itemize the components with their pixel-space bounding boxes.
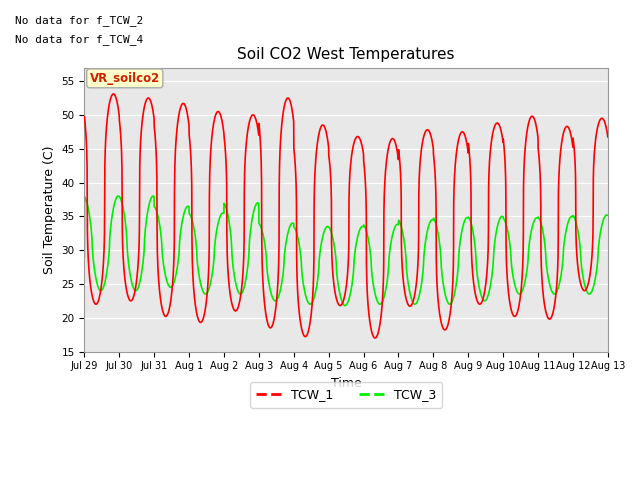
Text: VR_soilco2: VR_soilco2 [90,72,160,85]
Text: No data for f_TCW_4: No data for f_TCW_4 [15,35,143,45]
Text: No data for f_TCW_2: No data for f_TCW_2 [15,15,143,26]
Title: Soil CO2 West Temperatures: Soil CO2 West Temperatures [237,47,455,62]
Legend: TCW_1, TCW_3: TCW_1, TCW_3 [250,382,442,408]
X-axis label: Time: Time [331,377,362,390]
Y-axis label: Soil Temperature (C): Soil Temperature (C) [43,145,56,274]
